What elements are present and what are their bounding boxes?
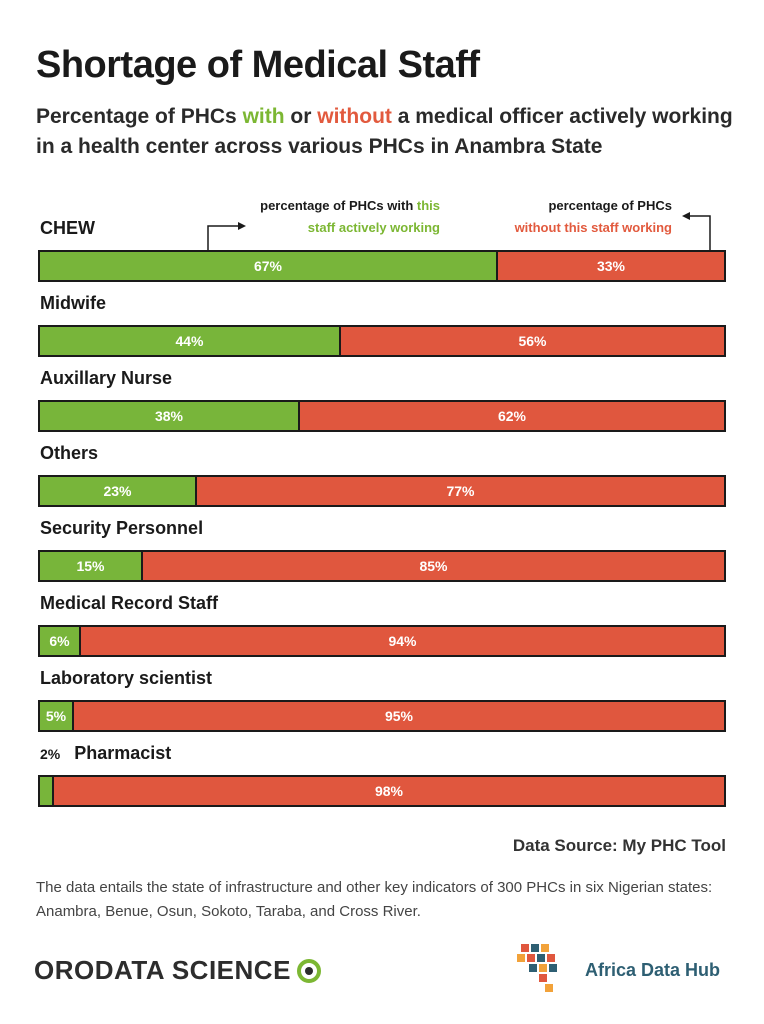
bar-segment-without: 56% <box>341 327 724 355</box>
subtitle-without: without <box>317 105 392 128</box>
bar-segment-without: 94% <box>81 627 724 655</box>
africa-data-hub-text: Africa Data Hub <box>585 959 721 980</box>
arrow-without-icon <box>682 212 711 250</box>
bar-segment-with: 15% <box>40 552 143 580</box>
category-label-text: Pharmacist <box>74 743 172 763</box>
bar-segment-with: 23% <box>40 477 197 505</box>
bar-segment-with <box>40 777 54 805</box>
bar-segment-with: 44% <box>40 327 341 355</box>
annotation-without-line1: percentage of PHCs <box>548 198 672 213</box>
category-label: 2% Pharmacist <box>40 743 171 764</box>
bar: 23% 77% <box>38 475 726 507</box>
annotation-with-line2: staff actively working <box>307 220 440 235</box>
bar-segment-without: 95% <box>74 702 724 730</box>
subtitle-part2: or <box>284 105 318 128</box>
category-label: Security Personnel <box>40 518 204 538</box>
annotation-without-line2: without this staff working <box>514 220 672 235</box>
bar-segment-without: 85% <box>143 552 724 580</box>
subtitle-part3: a medical officer actively working in a … <box>36 105 733 158</box>
category-label: CHEW <box>40 218 95 238</box>
orodata-ring-icon <box>296 958 321 983</box>
bar: 15% 85% <box>38 550 726 582</box>
annotation-with-line1b: this <box>416 198 440 213</box>
annotation-with: percentage of PHCs with this staff activ… <box>210 195 440 239</box>
bar-segment-without: 77% <box>197 477 724 505</box>
category-label: Midwife <box>40 293 106 313</box>
footnote: The data entails the state of infrastruc… <box>36 879 713 920</box>
bar: 44% 56% <box>38 325 726 357</box>
bar-segment-with: 6% <box>40 627 81 655</box>
orodata-logo: ORODATA SCIENCE <box>34 955 323 986</box>
subtitle: Percentage of PHCs with or without a med… <box>36 102 736 162</box>
bar-segment-without: 62% <box>300 402 724 430</box>
bar-segment-with: 67% <box>40 252 498 280</box>
category-label: Auxillary Nurse <box>40 368 173 388</box>
africa-data-hub-logo: Africa Data Hub <box>515 942 720 998</box>
subtitle-part1: Percentage of PHCs <box>36 105 243 128</box>
bar-segment-with: 5% <box>40 702 74 730</box>
annotation-without: percentage of PHCs without this staff wo… <box>462 195 672 239</box>
bar-with-label: 2% <box>40 746 61 762</box>
bar-segment-with: 38% <box>40 402 300 430</box>
subtitle-with: with <box>242 105 285 128</box>
orodata-logo-text: ORODATA SCIENCE <box>34 955 291 985</box>
category-label: Laboratory scientist <box>40 668 213 688</box>
page-title: Shortage of Medical Staff <box>36 44 480 86</box>
data-source: Data Source: My PHC Tool <box>512 836 726 855</box>
bar: 98% <box>38 775 726 807</box>
arrow-with-icon <box>207 222 246 250</box>
bar: 67% 33% <box>38 250 726 282</box>
africa-map-icon <box>517 944 557 992</box>
bar: 5% 95% <box>38 700 726 732</box>
bar-segment-without: 98% <box>54 777 724 805</box>
bar: 6% 94% <box>38 625 726 657</box>
category-label: Others <box>40 443 99 463</box>
annotation-with-line1a: percentage of PHCs with <box>260 198 417 213</box>
bar: 38% 62% <box>38 400 726 432</box>
bar-segment-without: 33% <box>498 252 724 280</box>
category-label: Medical Record Staff <box>40 593 219 613</box>
